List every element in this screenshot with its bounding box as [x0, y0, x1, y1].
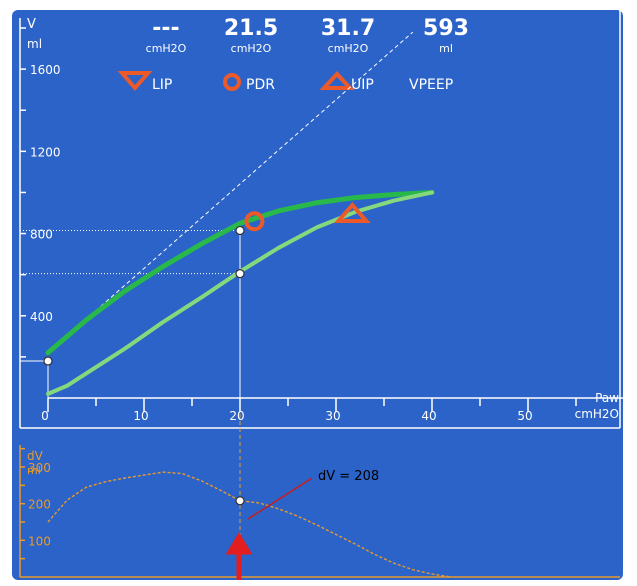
red-cursor-arrow	[225, 532, 253, 580]
readout-pdr-value: 21.5	[224, 16, 278, 41]
screen-background	[12, 10, 623, 580]
legend-label-uip: UIP	[351, 77, 374, 93]
dv-y-tick-label: 200	[28, 498, 51, 512]
dv-y-tick-label: 100	[28, 534, 51, 548]
pv-x-tick-label: 40	[421, 409, 436, 423]
pv-y-tick-label: 1600	[30, 63, 61, 77]
pv-curve-2	[46, 190, 434, 396]
cursor-point	[235, 269, 245, 279]
pv-x-tick-label: 50	[517, 409, 532, 423]
dv-cursor-point	[235, 496, 245, 506]
legend-label-lip: LIP	[152, 77, 172, 93]
triangle-down-icon	[117, 71, 153, 92]
readout-bar: --- cmH2O 21.5 cmH2O 31.7 cmH2O 593 ml	[146, 16, 469, 55]
readout-uip-unit: cmH2O	[328, 42, 369, 55]
circle-icon	[223, 73, 241, 91]
uip-marker	[333, 201, 371, 223]
cursor-point	[235, 225, 245, 236]
origin-point	[43, 356, 53, 366]
pv-x-tick-label: 10	[133, 409, 148, 423]
dv-callout-line	[247, 477, 313, 520]
pv-y-tick-label: 1200	[30, 145, 61, 159]
readout-lip-value: ---	[152, 16, 179, 41]
pv-y-tick-label: 400	[30, 310, 53, 324]
pv-y-axis-unit: ml	[27, 37, 42, 51]
pressure-volume-chart: 400 800 1200 1600 Vml 0 10 20 30 40 50 Paw cmH2O	[19, 10, 625, 429]
pv-y-tick-label: 800	[30, 228, 53, 242]
pv-y-axis-label: V	[27, 17, 36, 32]
dv-callout-label: dV = 208	[318, 469, 379, 484]
dv-y-tick-label: 300	[28, 461, 51, 475]
legend-label-vpeep: VPEEP	[409, 77, 453, 93]
triangle-up-icon	[319, 71, 355, 90]
readout-uip-value: 31.7	[321, 16, 375, 41]
legend-label-pdr: PDR	[246, 77, 275, 93]
compliance-reference-line	[47, 31, 414, 354]
dv-y-axis-label: dV	[27, 449, 44, 463]
dv-y-axis-unit: ml	[27, 464, 41, 477]
pv-x-tick-label: 20	[229, 409, 244, 423]
readout-pdr-unit: cmH2O	[231, 42, 272, 55]
readout-vpeep-value: 593	[423, 16, 469, 41]
pv-x-tick-label: 0	[41, 409, 49, 423]
readout-vpeep-unit: ml	[439, 42, 453, 55]
pdr-marker	[244, 211, 265, 232]
readout-lip-unit: cmH2O	[146, 42, 187, 55]
marker-legend: LIP PDR UIP VPEEP	[117, 71, 453, 93]
pv-curve-1	[45, 189, 435, 356]
pv-x-axis-label: Paw	[595, 391, 619, 405]
pv-x-axis-unit: cmH2O	[575, 407, 619, 421]
dv-curve	[47, 471, 452, 578]
pv-x-tick-label: 30	[325, 409, 340, 423]
